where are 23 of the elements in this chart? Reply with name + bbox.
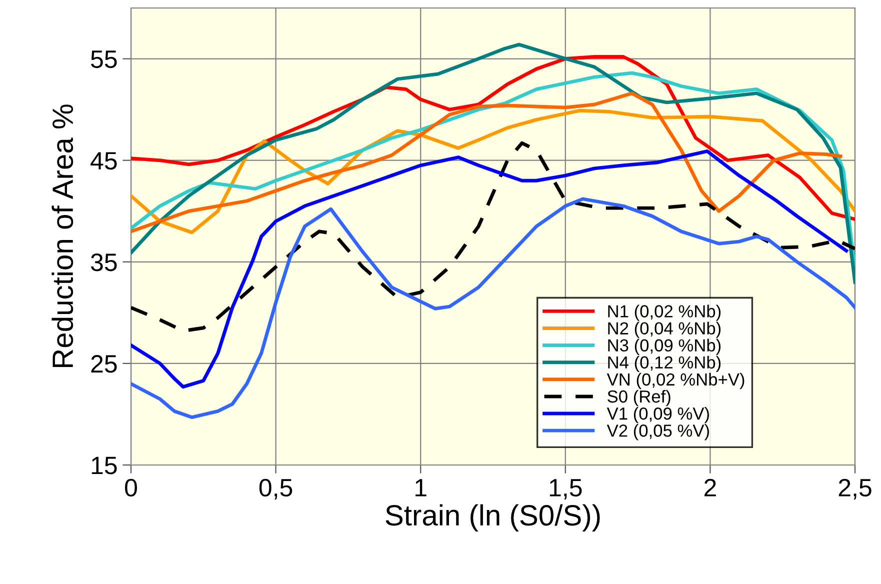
legend-label: VN (0,02 %Nb+V) xyxy=(606,372,744,390)
legend-label: N3 (0,09 %Nb) xyxy=(608,338,721,355)
y-tick-label: 35 xyxy=(90,253,117,272)
x-tick-label: 1,5 xyxy=(550,479,582,500)
line-series xyxy=(131,149,848,389)
x-tick-label: 2 xyxy=(704,478,716,496)
y-tick-label: 45 xyxy=(90,152,117,170)
legend-label: N4 (0,12 %Nb) xyxy=(608,356,721,372)
x-tick-label: 0,5 xyxy=(259,478,292,500)
line-series xyxy=(131,42,855,284)
x-tick-label: 0 xyxy=(125,478,137,497)
x-tick-label: 2,5 xyxy=(838,478,872,500)
y-tick-label: 55 xyxy=(91,50,117,68)
legend-label: S0 (Ref) xyxy=(608,390,670,406)
x-tick-label: 1 xyxy=(416,479,426,496)
legend-label: V1 (0,09 %V) xyxy=(606,407,709,424)
y-axis-title: Reduction of Area % xyxy=(52,104,74,368)
legend-label: N1 (0,02 %Nb) xyxy=(608,304,721,321)
legend-label: N2 (0,04 %Nb) xyxy=(608,322,721,338)
y-tick-label: 25 xyxy=(91,355,117,373)
y-tick-label: 15 xyxy=(92,456,117,474)
x-axis-title: Strain (ln (S0/S)) xyxy=(386,504,600,532)
legend-label: V2 (0,05 %V) xyxy=(606,424,709,440)
